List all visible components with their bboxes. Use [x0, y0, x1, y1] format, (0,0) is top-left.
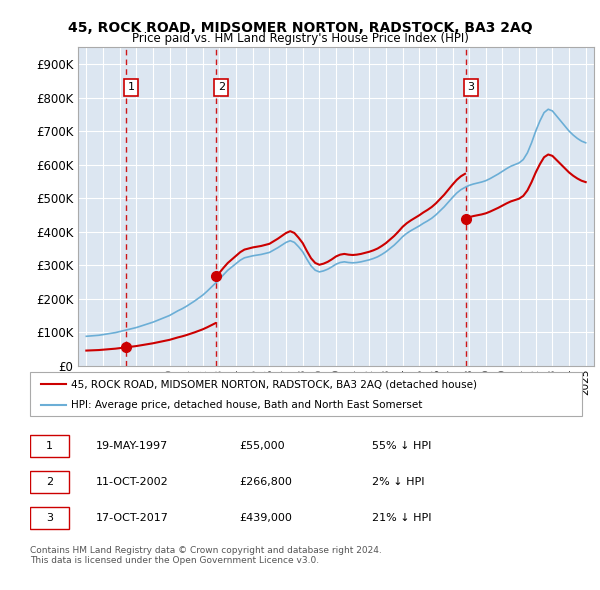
- Text: 1: 1: [46, 441, 53, 451]
- Text: 2% ↓ HPI: 2% ↓ HPI: [372, 477, 425, 487]
- Text: Price paid vs. HM Land Registry's House Price Index (HPI): Price paid vs. HM Land Registry's House …: [131, 32, 469, 45]
- Text: £55,000: £55,000: [240, 441, 286, 451]
- FancyBboxPatch shape: [30, 507, 68, 529]
- Text: £439,000: £439,000: [240, 513, 293, 523]
- Text: 19-MAY-1997: 19-MAY-1997: [96, 441, 169, 451]
- Text: Contains HM Land Registry data © Crown copyright and database right 2024.
This d: Contains HM Land Registry data © Crown c…: [30, 546, 382, 565]
- FancyBboxPatch shape: [30, 471, 68, 493]
- Text: 3: 3: [467, 83, 475, 93]
- Text: 55% ↓ HPI: 55% ↓ HPI: [372, 441, 431, 451]
- Text: 1: 1: [128, 83, 134, 93]
- FancyBboxPatch shape: [30, 372, 582, 416]
- Text: HPI: Average price, detached house, Bath and North East Somerset: HPI: Average price, detached house, Bath…: [71, 400, 423, 410]
- FancyBboxPatch shape: [30, 435, 68, 457]
- Text: 2: 2: [218, 83, 225, 93]
- Text: 21% ↓ HPI: 21% ↓ HPI: [372, 513, 432, 523]
- Text: 45, ROCK ROAD, MIDSOMER NORTON, RADSTOCK, BA3 2AQ (detached house): 45, ROCK ROAD, MIDSOMER NORTON, RADSTOCK…: [71, 379, 478, 389]
- Text: £266,800: £266,800: [240, 477, 293, 487]
- Text: 11-OCT-2002: 11-OCT-2002: [96, 477, 169, 487]
- Text: 2: 2: [46, 477, 53, 487]
- Text: 45, ROCK ROAD, MIDSOMER NORTON, RADSTOCK, BA3 2AQ: 45, ROCK ROAD, MIDSOMER NORTON, RADSTOCK…: [68, 21, 532, 35]
- Text: 17-OCT-2017: 17-OCT-2017: [96, 513, 169, 523]
- Text: 3: 3: [46, 513, 53, 523]
